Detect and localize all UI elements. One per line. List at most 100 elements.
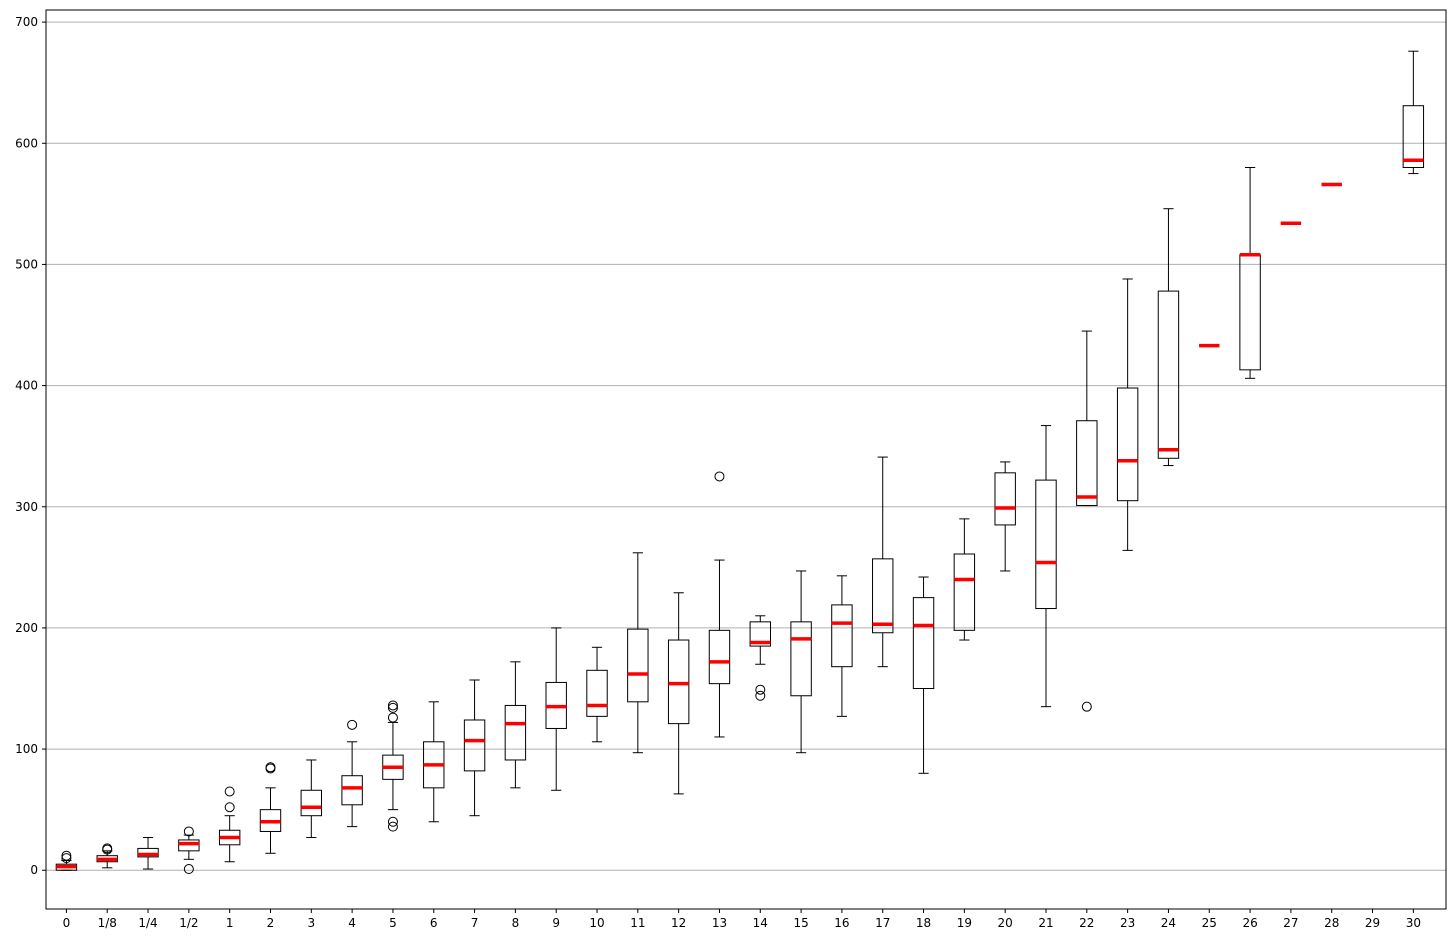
box-18 (912, 576, 935, 774)
x-tick-label: 28 (1324, 916, 1339, 930)
y-gridlines (46, 21, 1446, 871)
iqr-box (708, 629, 731, 685)
iqr-box (872, 558, 894, 634)
iqr-box (627, 628, 649, 703)
x-tick-label: 7 (471, 916, 479, 930)
outlier-point (183, 864, 194, 875)
x-tick-label: 14 (753, 916, 768, 930)
outlier-point (102, 843, 113, 854)
box-9 (545, 627, 567, 791)
box-4 (341, 719, 363, 828)
x-tick-label: 21 (1038, 916, 1053, 930)
x-tick-label: 25 (1202, 916, 1217, 930)
x-tick-label: 30 (1406, 916, 1421, 930)
x-tick-label: 26 (1242, 916, 1257, 930)
y-axis: 0 100 200 300 400 500 600 700 (15, 15, 46, 877)
outlier-point (387, 700, 398, 711)
x-tick-label: 3 (307, 916, 315, 930)
box-2 (259, 762, 282, 854)
box-19 (953, 518, 976, 641)
box-11 (627, 552, 649, 754)
x-tick-label: 10 (589, 916, 604, 930)
box-7 (463, 679, 486, 817)
box-30 (1402, 50, 1425, 175)
x-tick-label: 18 (916, 916, 931, 930)
box-13 (708, 471, 731, 738)
box-10 (586, 646, 608, 743)
y-tick-label: 200 (15, 621, 38, 635)
box-21 (1035, 425, 1057, 708)
x-tick-label: 9 (552, 916, 560, 930)
iqr-box (1157, 290, 1180, 459)
outlier-point (61, 850, 72, 861)
plot-frame (45, 9, 1447, 910)
outlier-point (224, 802, 235, 813)
outlier-point (183, 826, 194, 837)
outlier-point (387, 702, 398, 713)
x-axis: 0 1/8 1/4 1/2 1 2 3 4 5 6 7 8 9 10 11 12 13 14 15 16 17 18 19 2… (63, 909, 1421, 930)
outlier-point (61, 853, 72, 864)
iqr-box (300, 789, 323, 817)
outlier-point (387, 816, 398, 827)
x-tick-label: 17 (875, 916, 890, 930)
iqr-box (178, 839, 200, 852)
y-tick-label: 0 (30, 863, 38, 877)
box-8 (504, 661, 527, 789)
x-tick-label: 27 (1283, 916, 1298, 930)
outlier-point (1081, 701, 1092, 712)
box-14 (749, 615, 771, 701)
iqr-box (1035, 479, 1057, 610)
x-tick-label: 2 (267, 916, 275, 930)
iqr-box (1402, 105, 1425, 169)
x-tick-label: 20 (998, 916, 1013, 930)
iqr-box (1239, 254, 1261, 371)
outlier-point (224, 786, 235, 797)
iqr-box (341, 775, 363, 806)
x-tick-label: 23 (1120, 916, 1135, 930)
outlier-point (387, 821, 398, 832)
box-23 (1116, 278, 1139, 551)
box-26 (1239, 167, 1261, 379)
outlier-point (755, 690, 766, 701)
x-tick-label: 4 (348, 916, 356, 930)
iqr-box (463, 719, 486, 772)
x-tick-label: 8 (512, 916, 520, 930)
iqr-box (1076, 420, 1098, 507)
x-tick-label: 29 (1365, 916, 1380, 930)
outlier-point (347, 719, 358, 730)
iqr-box (831, 604, 853, 668)
box-15 (790, 570, 812, 754)
box-1-2 (178, 826, 200, 875)
y-tick-label: 100 (15, 742, 38, 756)
box-0 (55, 850, 78, 871)
outlier-point (387, 712, 398, 723)
box-12 (667, 592, 690, 795)
x-tick-label: 12 (671, 916, 686, 930)
iqr-box (953, 553, 976, 631)
x-tick-label: 19 (957, 916, 972, 930)
iqr-box (586, 669, 608, 717)
x-tick-label: 1/4 (138, 916, 157, 930)
x-tick-label: 11 (630, 916, 645, 930)
x-tick-label: 13 (712, 916, 727, 930)
iqr-box (994, 472, 1016, 526)
y-tick-label: 600 (15, 136, 38, 150)
box-1-8 (96, 843, 118, 869)
box-16 (831, 575, 853, 717)
outlier-point (755, 684, 766, 695)
iqr-box (504, 704, 527, 761)
x-tick-label: 15 (793, 916, 808, 930)
x-tick-label: 0 (63, 916, 71, 930)
box-1 (218, 786, 241, 863)
x-tick-label: 6 (430, 916, 438, 930)
iqr-box (137, 847, 159, 858)
iqr-box (790, 621, 812, 697)
iqr-box (749, 621, 771, 647)
box-22 (1076, 330, 1098, 712)
x-tick-label: 16 (834, 916, 849, 930)
box-5 (382, 700, 404, 832)
x-tick-label: 1/2 (179, 916, 198, 930)
iqr-box (1116, 387, 1139, 502)
box-20 (994, 461, 1016, 572)
